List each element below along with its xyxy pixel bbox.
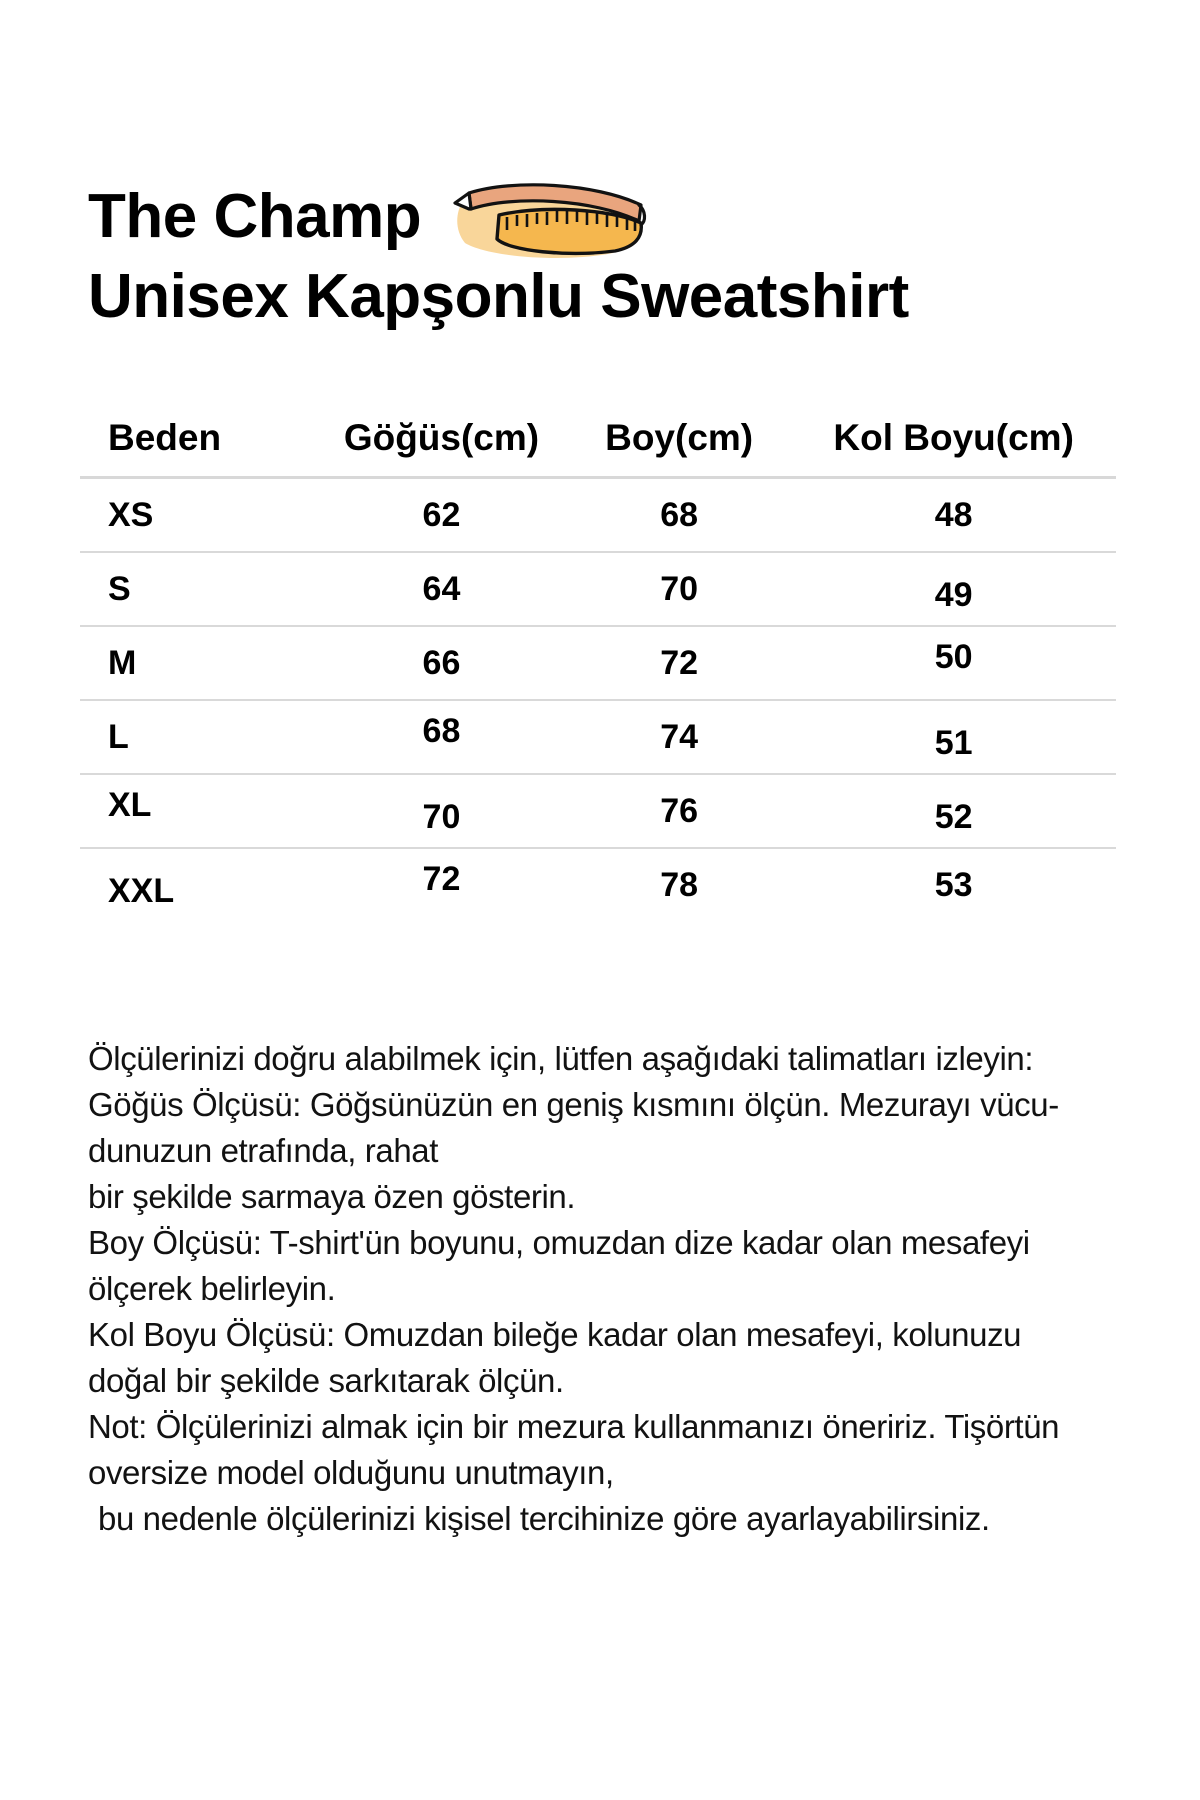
column-header-sleeve: Kol Boyu(cm) — [833, 417, 1074, 458]
cell-length: 68 — [660, 495, 699, 534]
instruction-line: Göğüs Ölçüsü: Göğsünüzün en geniş kısmın… — [88, 1086, 1059, 1123]
cell-length: 74 — [660, 717, 699, 756]
table-row: L 68 74 51 — [80, 700, 1116, 774]
column-header-chest: Göğüs(cm) — [343, 417, 540, 458]
table-row: M 66 72 50 — [80, 626, 1116, 700]
cell-size: XXL — [108, 871, 175, 910]
instruction-line: Ölçülerinizi doğru alabilmek için, lütfe… — [88, 1040, 1034, 1077]
cell-chest: 70 — [422, 797, 461, 836]
page-title: The Champ — [88, 178, 1108, 334]
instruction-line: Not: Ölçülerinizi almak için bir mezura … — [88, 1408, 1060, 1445]
cell-sleeve: 50 — [934, 637, 973, 676]
table-body: XS 62 68 48 S 64 70 49 M 66 72 50 L 68 7… — [80, 478, 1116, 922]
table-row: XXL 72 78 53 — [80, 848, 1116, 921]
cell-size: M — [108, 643, 137, 682]
instruction-line: ölçerek belirleyin. — [88, 1270, 336, 1307]
column-header-size: Beden — [108, 417, 222, 458]
cell-length: 78 — [660, 865, 699, 904]
instruction-line: dunuzun etrafında, rahat — [88, 1132, 439, 1169]
instruction-line: doğal bir şekilde sarkıtarak ölçün. — [88, 1362, 564, 1399]
column-header-length: Boy(cm) — [605, 417, 754, 458]
table-row: XS 62 68 48 — [80, 478, 1116, 552]
cell-sleeve: 52 — [934, 797, 973, 836]
cell-sleeve: 48 — [934, 495, 973, 534]
cell-size: XL — [108, 785, 152, 824]
cell-chest: 66 — [422, 643, 461, 682]
brand-name: The Champ — [88, 182, 422, 251]
measuring-tape-icon — [443, 177, 657, 261]
instruction-line: bir şekilde sarmaya özen gösterin. — [88, 1178, 576, 1215]
cell-sleeve: 49 — [934, 575, 973, 614]
instruction-line: oversize model olduğunu unutmayın, — [88, 1454, 614, 1491]
size-chart-table: Beden Göğüs(cm) Boy(cm) Kol Boyu(cm) XS … — [80, 408, 1116, 921]
table-header-row: Beden Göğüs(cm) Boy(cm) Kol Boyu(cm) — [80, 408, 1116, 478]
cell-size: S — [108, 569, 131, 608]
cell-length: 76 — [660, 791, 699, 830]
cell-size: XS — [108, 495, 154, 534]
table-header: Beden Göğüs(cm) Boy(cm) Kol Boyu(cm) — [80, 408, 1116, 478]
cell-length: 72 — [660, 643, 699, 682]
measurement-instructions: Ölçülerinizi doğru alabilmek için, lütfe… — [88, 1036, 1118, 1542]
cell-size: L — [108, 717, 129, 756]
instruction-line: bu nedenle ölçülerinizi kişisel tercihin… — [98, 1500, 990, 1537]
instruction-line: Kol Boyu Ölçüsü: Omuzdan bileğe kadar ol… — [88, 1316, 1022, 1353]
instruction-line: Boy Ölçüsü: T-shirt'ün boyunu, omuzdan d… — [88, 1224, 1030, 1261]
title-line-brand: The Champ — [88, 178, 1108, 258]
cell-sleeve: 51 — [934, 723, 973, 762]
cell-chest: 62 — [422, 495, 461, 534]
cell-chest: 64 — [422, 569, 461, 608]
table-row: XL 70 76 52 — [80, 774, 1116, 848]
cell-length: 70 — [660, 569, 699, 608]
cell-sleeve: 53 — [934, 865, 973, 904]
table-row: S 64 70 49 — [80, 552, 1116, 626]
product-name: Unisex Kapşonlu Sweatshirt — [88, 262, 909, 331]
cell-chest: 68 — [422, 711, 461, 750]
cell-chest: 72 — [422, 859, 461, 898]
